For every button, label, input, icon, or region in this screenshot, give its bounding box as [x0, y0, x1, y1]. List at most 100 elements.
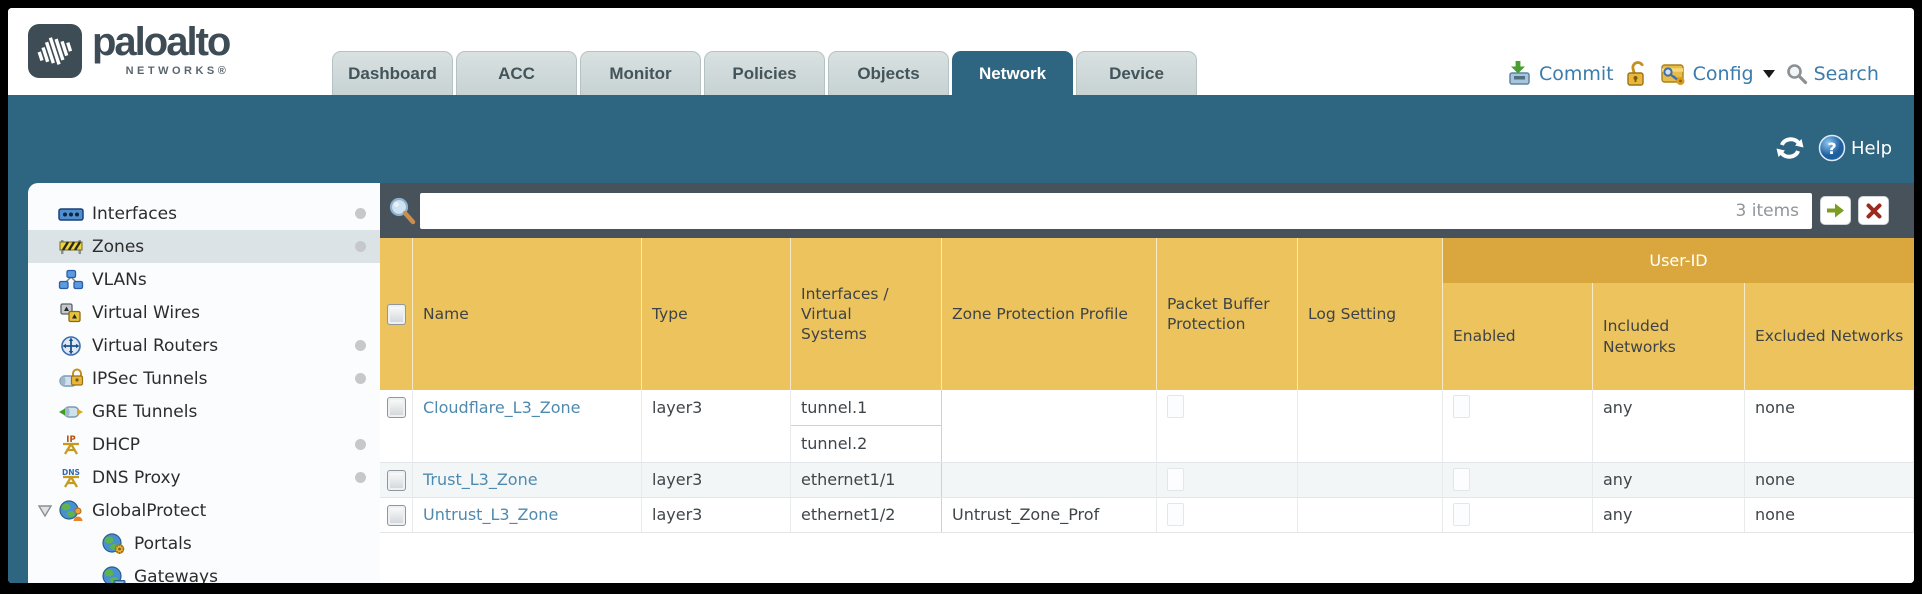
col-header-enabled[interactable]: Enabled	[1443, 283, 1593, 390]
dns-proxy-icon: DNS	[62, 468, 80, 488]
filter-toolbar: 3 items	[380, 183, 1914, 238]
status-dot	[355, 373, 366, 384]
tab-acc[interactable]: ACC	[456, 51, 577, 95]
row-checkbox[interactable]	[386, 397, 406, 418]
expand-triangle-icon[interactable]	[38, 505, 52, 517]
col-header-interfaces[interactable]: Interfaces / Virtual Systems	[791, 238, 942, 390]
user-id-enabled-checkbox[interactable]	[1453, 503, 1470, 526]
sidebar-item-label: Gateways	[134, 566, 218, 584]
table-row: Cloudflare_L3_Zone layer3 tunnel.1 tunne…	[380, 390, 1914, 463]
help-button[interactable]: ? Help	[1818, 134, 1892, 162]
sidebar-item-label: GRE Tunnels	[92, 401, 198, 422]
commit-label: Commit	[1539, 62, 1614, 85]
interface-entry: tunnel.1	[791, 390, 941, 426]
col-header-included-networks[interactable]: Included Networks	[1593, 283, 1745, 390]
tab-objects[interactable]: Objects	[828, 51, 949, 95]
zone-name-link[interactable]: Cloudflare_L3_Zone	[423, 398, 581, 417]
packet-buffer-checkbox[interactable]	[1167, 395, 1184, 418]
col-header-name[interactable]: Name	[413, 238, 642, 390]
commit-icon	[1509, 61, 1530, 85]
apply-filter-button[interactable]	[1820, 196, 1851, 225]
user-id-group: User-ID Enabled Included Networks Exclud…	[1443, 238, 1914, 390]
paloalto-logo: paloalto NETWORKS®	[28, 20, 231, 78]
tab-policies[interactable]: Policies	[704, 51, 825, 95]
items-count: 3 items	[1735, 201, 1799, 221]
header-actions: Commit Config	[1506, 52, 1879, 95]
sidebar-item-interfaces[interactable]: Interfaces	[28, 197, 380, 230]
packet-buffer-protection-cell	[1157, 463, 1298, 497]
col-header-type[interactable]: Type	[642, 238, 791, 390]
unlock-icon[interactable]	[1625, 60, 1648, 88]
title-band	[8, 95, 1914, 183]
status-dot	[355, 208, 366, 219]
filter-input[interactable]	[420, 193, 1736, 229]
search-label: Search	[1813, 62, 1879, 85]
row-checkbox[interactable]	[386, 504, 406, 526]
green-arrow-icon	[1827, 203, 1844, 218]
packet-buffer-checkbox[interactable]	[1167, 468, 1184, 491]
sidebar-item-ipsec-tunnels[interactable]: IPSec Tunnels	[28, 362, 380, 395]
sidebar-item-portals[interactable]: Portals	[28, 527, 380, 560]
log-setting-cell	[1298, 498, 1443, 532]
sidebar-item-zones[interactable]: Zones	[28, 230, 380, 263]
zone-name-link[interactable]: Untrust_L3_Zone	[423, 505, 559, 524]
tab-network[interactable]: Network	[952, 51, 1073, 95]
sidebar-item-gateways[interactable]: Gateways	[28, 560, 380, 583]
search-icon	[1786, 63, 1807, 84]
col-header-zone-protection-profile[interactable]: Zone Protection Profile	[942, 238, 1157, 390]
log-setting-cell	[1298, 390, 1443, 462]
col-header-excluded-networks[interactable]: Excluded Networks	[1755, 327, 1904, 346]
packet-buffer-protection-cell	[1157, 390, 1298, 462]
sidebar-item-gre-tunnels[interactable]: GRE Tunnels	[28, 395, 380, 428]
sidebar-item-dhcp[interactable]: IP DHCP	[28, 428, 380, 461]
zone-protection-profile-cell	[942, 390, 1157, 462]
virtual-routers-icon	[61, 335, 81, 356]
refresh-icon[interactable]	[1774, 134, 1806, 162]
zone-name-cell: Trust_L3_Zone	[413, 463, 642, 497]
user-id-group-header: User-ID	[1443, 238, 1914, 283]
sidebar-item-label: Zones	[92, 236, 145, 257]
sidebar-item-dns-proxy[interactable]: DNS DNS Proxy	[28, 461, 380, 494]
user-id-enabled-cell	[1443, 498, 1593, 532]
clear-filter-button[interactable]	[1858, 196, 1889, 225]
table-header: Name Type Interfaces / Virtual Systems Z…	[380, 238, 1914, 390]
row-checkbox[interactable]	[386, 469, 406, 491]
included-networks-cell: any	[1593, 390, 1745, 462]
sidebar-item-label: Portals	[134, 533, 192, 554]
tab-device[interactable]: Device	[1076, 51, 1197, 95]
sidebar-item-virtual-routers[interactable]: Virtual Routers	[28, 329, 380, 362]
col-header-log-setting[interactable]: Log Setting	[1298, 238, 1443, 390]
interface-entry: tunnel.2	[801, 434, 868, 453]
row-select-cell	[380, 498, 413, 532]
zone-name-link[interactable]: Trust_L3_Zone	[423, 470, 538, 489]
sidebar-item-globalprotect[interactable]: GlobalProtect	[28, 494, 380, 527]
zones-icon	[59, 239, 83, 254]
packet-buffer-checkbox[interactable]	[1167, 503, 1184, 526]
sidebar-item-virtual-wires[interactable]: Virtual Wires	[28, 296, 380, 329]
commit-button[interactable]: Commit	[1506, 60, 1614, 87]
svg-text:IP: IP	[66, 435, 75, 445]
select-all-checkbox[interactable]	[386, 303, 406, 325]
logo-brand-text: paloalto	[92, 20, 231, 64]
col-header-packet-buffer-protection[interactable]: Packet Buffer Protection	[1157, 238, 1298, 390]
gateways-icon	[102, 565, 126, 583]
search-button[interactable]: Search	[1786, 63, 1879, 85]
config-menu-button[interactable]: Config	[1659, 60, 1775, 87]
status-dot	[355, 439, 366, 450]
paloalto-logo-icon	[28, 24, 82, 78]
sidebar-item-vlans[interactable]: VLANs	[28, 263, 380, 296]
tab-dashboard[interactable]: Dashboard	[332, 51, 453, 95]
zone-type-cell: layer3	[642, 463, 791, 497]
row-select-cell	[380, 463, 413, 497]
user-id-enabled-checkbox[interactable]	[1453, 395, 1470, 418]
logo-sub-text: NETWORKS®	[125, 65, 230, 77]
zone-type-cell: layer3	[642, 390, 791, 462]
sidebar-item-label: VLANs	[92, 269, 147, 290]
user-id-enabled-checkbox[interactable]	[1453, 468, 1470, 491]
red-x-icon	[1866, 203, 1881, 218]
globalprotect-icon	[59, 499, 83, 521]
dhcp-icon: IP	[63, 435, 79, 455]
user-id-enabled-cell	[1443, 390, 1593, 462]
top-header: paloalto NETWORKS® Dashboard ACC Monitor…	[8, 8, 1914, 95]
tab-monitor[interactable]: Monitor	[580, 51, 701, 95]
